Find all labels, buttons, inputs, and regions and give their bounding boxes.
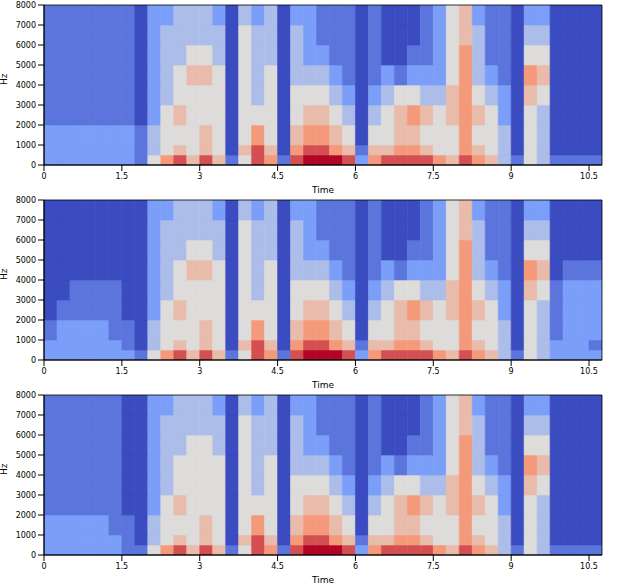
svg-text:6: 6: [353, 367, 358, 376]
svg-text:4.5: 4.5: [271, 172, 284, 181]
svg-text:1.5: 1.5: [115, 172, 128, 181]
svg-text:8000: 8000: [16, 196, 36, 205]
svg-text:1000: 1000: [16, 336, 36, 345]
svg-text:9: 9: [509, 367, 514, 376]
svg-text:9: 9: [509, 172, 514, 181]
svg-text:Hz: Hz: [8, 463, 9, 475]
svg-text:7000: 7000: [16, 21, 36, 30]
svg-text:2000: 2000: [16, 511, 36, 520]
svg-text:Time: Time: [311, 185, 334, 195]
svg-text:5000: 5000: [16, 61, 36, 70]
svg-text:3: 3: [197, 172, 202, 181]
svg-text:2000: 2000: [16, 121, 36, 130]
svg-text:2000: 2000: [16, 316, 36, 325]
svg-text:1000: 1000: [16, 141, 36, 150]
svg-text:6: 6: [353, 562, 358, 571]
svg-text:Time: Time: [311, 380, 334, 390]
svg-text:4000: 4000: [16, 471, 36, 480]
svg-text:8000: 8000: [16, 1, 36, 10]
svg-text:0: 0: [41, 562, 46, 571]
svg-text:7000: 7000: [16, 411, 36, 420]
svg-text:6000: 6000: [16, 236, 36, 245]
svg-text:6000: 6000: [16, 41, 36, 50]
svg-text:5000: 5000: [16, 256, 36, 265]
svg-text:3: 3: [197, 367, 202, 376]
svg-text:4000: 4000: [16, 276, 36, 285]
svg-text:0: 0: [31, 161, 36, 170]
svg-text:4.5: 4.5: [271, 367, 284, 376]
svg-text:10.5: 10.5: [580, 367, 598, 376]
svg-text:1.5: 1.5: [115, 562, 128, 571]
svg-text:Hz: Hz: [8, 73, 9, 85]
svg-text:7000: 7000: [16, 216, 36, 225]
svg-text:4.5: 4.5: [271, 562, 284, 571]
svg-text:7.5: 7.5: [427, 562, 440, 571]
svg-text:Time: Time: [311, 575, 334, 585]
svg-text:1000: 1000: [16, 531, 36, 540]
svg-text:0: 0: [31, 356, 36, 365]
svg-text:6000: 6000: [16, 431, 36, 440]
svg-text:1.5: 1.5: [115, 367, 128, 376]
svg-text:10.5: 10.5: [580, 172, 598, 181]
svg-text:7.5: 7.5: [427, 367, 440, 376]
svg-text:4000: 4000: [16, 81, 36, 90]
svg-text:3000: 3000: [16, 296, 36, 305]
svg-text:3000: 3000: [16, 491, 36, 500]
svg-text:6: 6: [353, 172, 358, 181]
svg-text:10.5: 10.5: [580, 562, 598, 571]
svg-text:7.5: 7.5: [427, 172, 440, 181]
svg-text:0: 0: [41, 172, 46, 181]
svg-text:Hz: Hz: [8, 268, 9, 280]
svg-text:3: 3: [197, 562, 202, 571]
svg-text:5000: 5000: [16, 451, 36, 460]
svg-text:9: 9: [509, 562, 514, 571]
svg-text:0: 0: [31, 551, 36, 560]
svg-text:8000: 8000: [16, 391, 36, 400]
svg-text:0: 0: [41, 367, 46, 376]
svg-text:3000: 3000: [16, 101, 36, 110]
